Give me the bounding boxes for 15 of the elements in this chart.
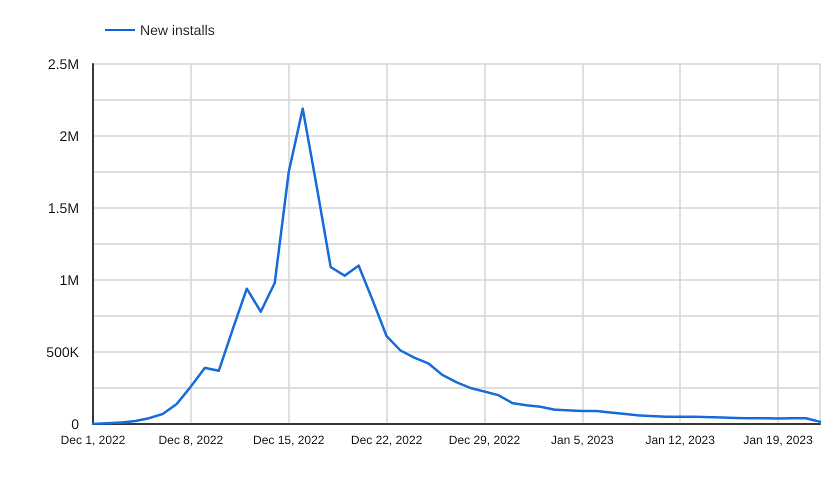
x-tick-label: Dec 22, 2022 — [350, 433, 423, 447]
x-tick-label: Dec 15, 2022 — [253, 433, 325, 447]
x-tick-label: Dec 29, 2022 — [448, 433, 520, 447]
y-tick-label: 1M — [60, 272, 79, 288]
x-tick-label: Dec 8, 2022 — [158, 433, 224, 447]
x-tick-label: Jan 19, 2023 — [743, 433, 814, 447]
y-tick-label: 2M — [60, 128, 79, 144]
legend-label: New installs — [140, 22, 215, 38]
y-tick-label: 2.5M — [48, 56, 79, 72]
x-tick-label: Jan 5, 2023 — [550, 433, 614, 447]
y-tick-label: 500K — [46, 344, 80, 360]
x-tick-label: Dec 1, 2022 — [60, 433, 126, 447]
y-tick-label: 0 — [71, 416, 80, 432]
x-tick-label: Jan 12, 2023 — [645, 433, 716, 447]
y-tick-label: 1.5M — [48, 200, 79, 216]
